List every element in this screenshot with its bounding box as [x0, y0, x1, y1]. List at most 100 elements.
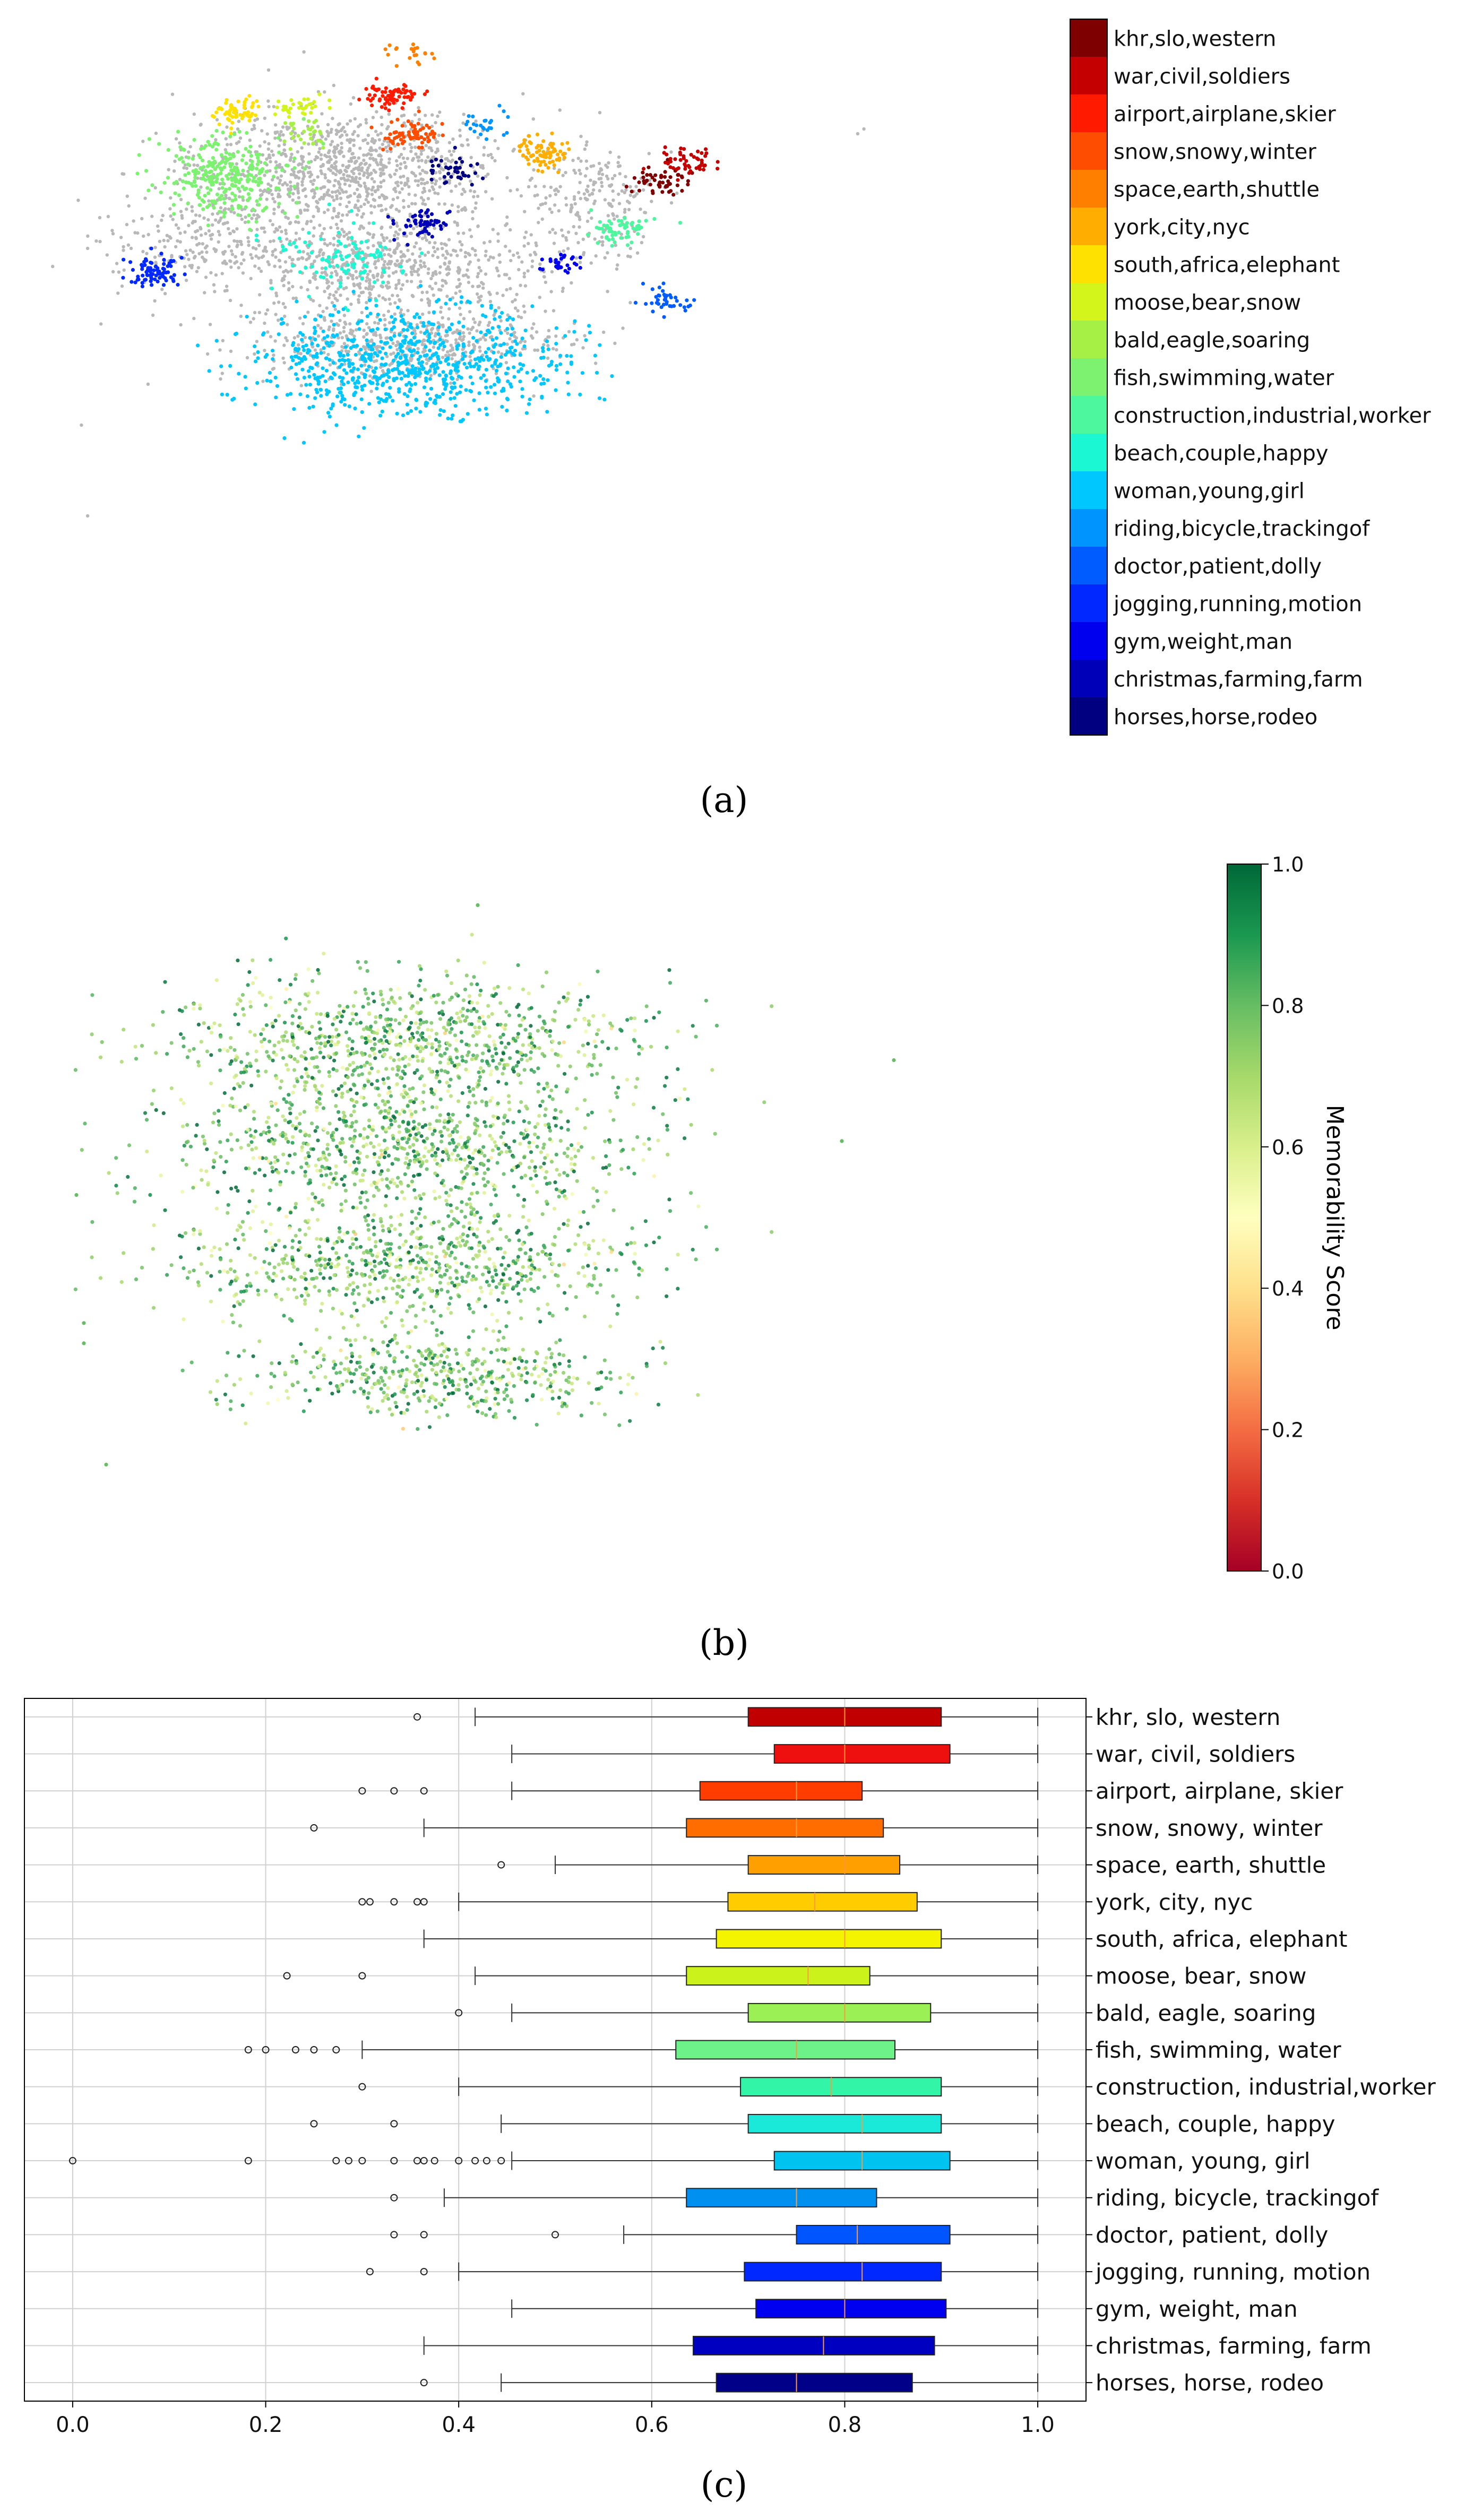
box-4 [497, 1855, 1039, 1875]
legend-label-4: space,earth,shuttle [1114, 178, 1320, 202]
panel-a-scatter [51, 42, 866, 518]
category-label-16: gym, weight, man [1096, 2296, 1298, 2322]
box-17 [423, 2336, 1039, 2355]
category-label-10: construction, industrial,worker [1096, 2074, 1436, 2100]
legend-label-11: beach,couple,happy [1114, 442, 1329, 466]
cluster-4 [383, 42, 436, 68]
cluster-6 [211, 93, 261, 136]
legend-label-0: khr,slo,western [1114, 27, 1276, 51]
flier-10-0 [358, 2083, 366, 2091]
box-body-14 [796, 2225, 951, 2245]
cluster-13 [464, 103, 510, 141]
cluster-2 [357, 76, 429, 113]
flier-5-0 [358, 1898, 366, 1906]
box-body-9 [675, 2040, 895, 2060]
category-label-7: moose, bear, snow [1096, 1963, 1306, 1989]
box-7 [283, 1966, 1039, 1986]
category-label-4: space, earth, shuttle [1096, 1852, 1326, 1878]
x-tick-label-0: 0.0 [56, 2413, 90, 2437]
cluster-14 [633, 281, 696, 319]
legend-swatch-16 [1070, 622, 1107, 660]
legend-label-14: doctor,patient,dolly [1114, 555, 1322, 579]
box-body-1 [773, 1744, 951, 1764]
legend-swatch-2 [1070, 94, 1107, 132]
category-label-17: christmas, farming, farm [1096, 2333, 1372, 2359]
legend-swatch-0 [1070, 19, 1107, 57]
legend-swatch-13 [1070, 509, 1107, 547]
legend-label-12: woman,young,girl [1114, 479, 1305, 504]
x-tick-label-5: 1.0 [1021, 2413, 1055, 2437]
flier-12-2 [332, 2157, 340, 2165]
flier-14-0 [390, 2231, 398, 2239]
legend-swatch-7 [1070, 283, 1107, 321]
box-18 [420, 2372, 1039, 2393]
legend-label-18: horses,horse,rodeo [1114, 705, 1317, 730]
box-body-4 [747, 1855, 901, 1875]
colorbar-label: Memorability Score [1321, 1105, 1348, 1331]
box-8 [455, 2003, 1039, 2023]
box-body-8 [747, 2003, 932, 2023]
flier-7-1 [358, 1972, 366, 1980]
legend-swatch-11 [1070, 434, 1107, 471]
legend-label-6: south,africa,elephant [1114, 253, 1340, 278]
flier-12-12 [497, 2157, 505, 2165]
box-2 [358, 1781, 1039, 1801]
category-label-9: fish, swimming, water [1096, 2037, 1341, 2063]
flier-2-2 [420, 1787, 428, 1795]
x-tick-label-4: 0.8 [828, 2413, 862, 2437]
box-body-15 [744, 2262, 942, 2282]
colorbar-ticks: 0.0 0.2 0.4 0.6 0.8 1.0 [1261, 853, 1304, 1583]
category-label-18: horses, horse, rodeo [1096, 2370, 1324, 2396]
category-label-15: jogging, running, motion [1095, 2259, 1371, 2285]
category-label-5: york, city, nyc [1096, 1889, 1253, 1915]
caption-a: (a) [700, 780, 748, 821]
box-body-7 [686, 1966, 871, 1986]
legend-label-1: war,civil,soldiers [1114, 65, 1290, 89]
flier-11-1 [390, 2120, 398, 2128]
box-15 [366, 2262, 1039, 2282]
x-tick-label-2: 0.4 [442, 2413, 476, 2437]
flier-12-1 [244, 2157, 252, 2165]
box-body-16 [755, 2299, 947, 2319]
flier-9-2 [291, 2046, 299, 2053]
cluster-11 [254, 202, 424, 313]
flier-12-9 [455, 2157, 463, 2165]
box-body-6 [716, 1929, 942, 1949]
box-0 [413, 1707, 1039, 1727]
cluster-9 [135, 117, 325, 232]
flier-12-11 [482, 2157, 490, 2165]
legend-swatch-6 [1070, 245, 1107, 283]
box-6 [423, 1929, 1039, 1949]
legend-swatch-4 [1070, 170, 1107, 208]
legend-swatch-8 [1070, 321, 1107, 358]
colorbar-tick-1: 0.2 [1272, 1419, 1304, 1442]
flier-12-8 [430, 2157, 438, 2165]
flier-12-7 [420, 2157, 428, 2165]
category-label-2: airport, airplane, skier [1096, 1778, 1343, 1804]
cluster-16 [538, 253, 582, 275]
legend-swatch-15 [1070, 584, 1107, 622]
flier-3-0 [310, 1824, 318, 1832]
flier-9-4 [332, 2046, 340, 2053]
flier-12-10 [471, 2157, 479, 2165]
box-3 [310, 1818, 1039, 1838]
flier-18-0 [420, 2379, 428, 2387]
legend-swatch-5 [1070, 208, 1107, 245]
legend-label-16: gym,weight,man [1114, 630, 1292, 654]
box-10 [358, 2077, 1039, 2097]
gray-points [51, 50, 866, 518]
cluster-18 [429, 145, 485, 187]
box-9 [244, 2040, 1039, 2060]
flier-9-0 [244, 2046, 252, 2053]
flier-14-1 [420, 2231, 428, 2239]
cluster-1 [642, 145, 720, 182]
box-body-5 [727, 1892, 918, 1912]
legend-swatch-3 [1070, 132, 1107, 170]
colorbar-tick-0: 0.0 [1272, 1560, 1304, 1583]
flier-4-0 [497, 1861, 505, 1869]
box-11 [310, 2113, 1039, 2134]
x-tick-label-1: 0.2 [249, 2413, 283, 2437]
legend-label-17: christmas,farming,farm [1114, 668, 1363, 692]
category-label-12: woman, young, girl [1096, 2148, 1310, 2174]
box-body-10 [740, 2077, 942, 2097]
